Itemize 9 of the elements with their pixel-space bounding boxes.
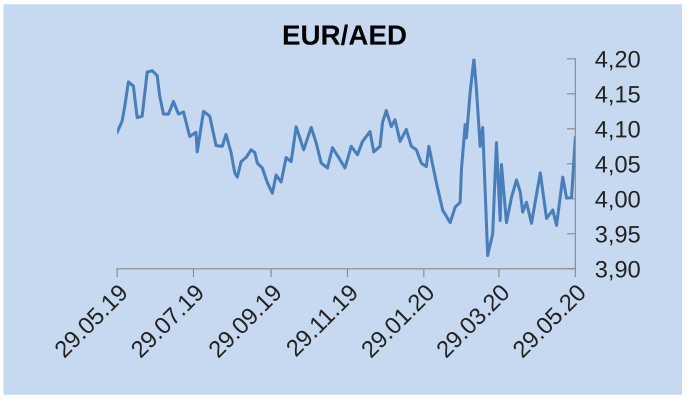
y-tick-label: 4,00 [595, 190, 640, 210]
y-tick-label: 3,95 [596, 226, 640, 246]
y-tick-label: 4,20 [595, 50, 640, 70]
y-tick-label: 3,90 [596, 260, 640, 280]
y-tick-label: 4,10 [595, 120, 640, 140]
chart-title: EUR/AED [284, 24, 406, 46]
y-tick-label: 4,15 [595, 86, 640, 106]
line-series [117, 58, 576, 258]
y-tick-label: 4,05 [595, 156, 640, 176]
